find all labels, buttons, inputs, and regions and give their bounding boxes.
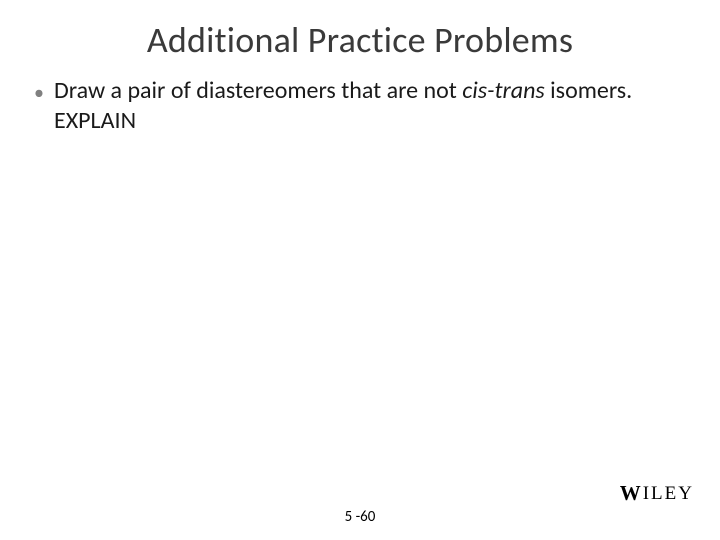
slide-title: Additional Practice Problems — [28, 18, 692, 62]
bullet-item: • Draw a pair of diastereomers that are … — [34, 76, 692, 136]
bullet-text-pre: Draw a pair of diastereomers that are no… — [54, 76, 462, 105]
bullet-text-italic: cis-trans — [462, 76, 544, 105]
slide: Additional Practice Problems • Draw a pa… — [0, 0, 720, 540]
publisher-logo: WILEY — [620, 481, 694, 506]
bullet-text: Draw a pair of diastereomers that are no… — [54, 76, 674, 136]
page-number: 5 -60 — [0, 508, 720, 526]
bullet-marker-icon: • — [34, 76, 44, 108]
body-area: • Draw a pair of diastereomers that are … — [28, 76, 692, 136]
logo-w: W — [620, 481, 641, 506]
logo-rest: ILEY — [643, 483, 694, 505]
